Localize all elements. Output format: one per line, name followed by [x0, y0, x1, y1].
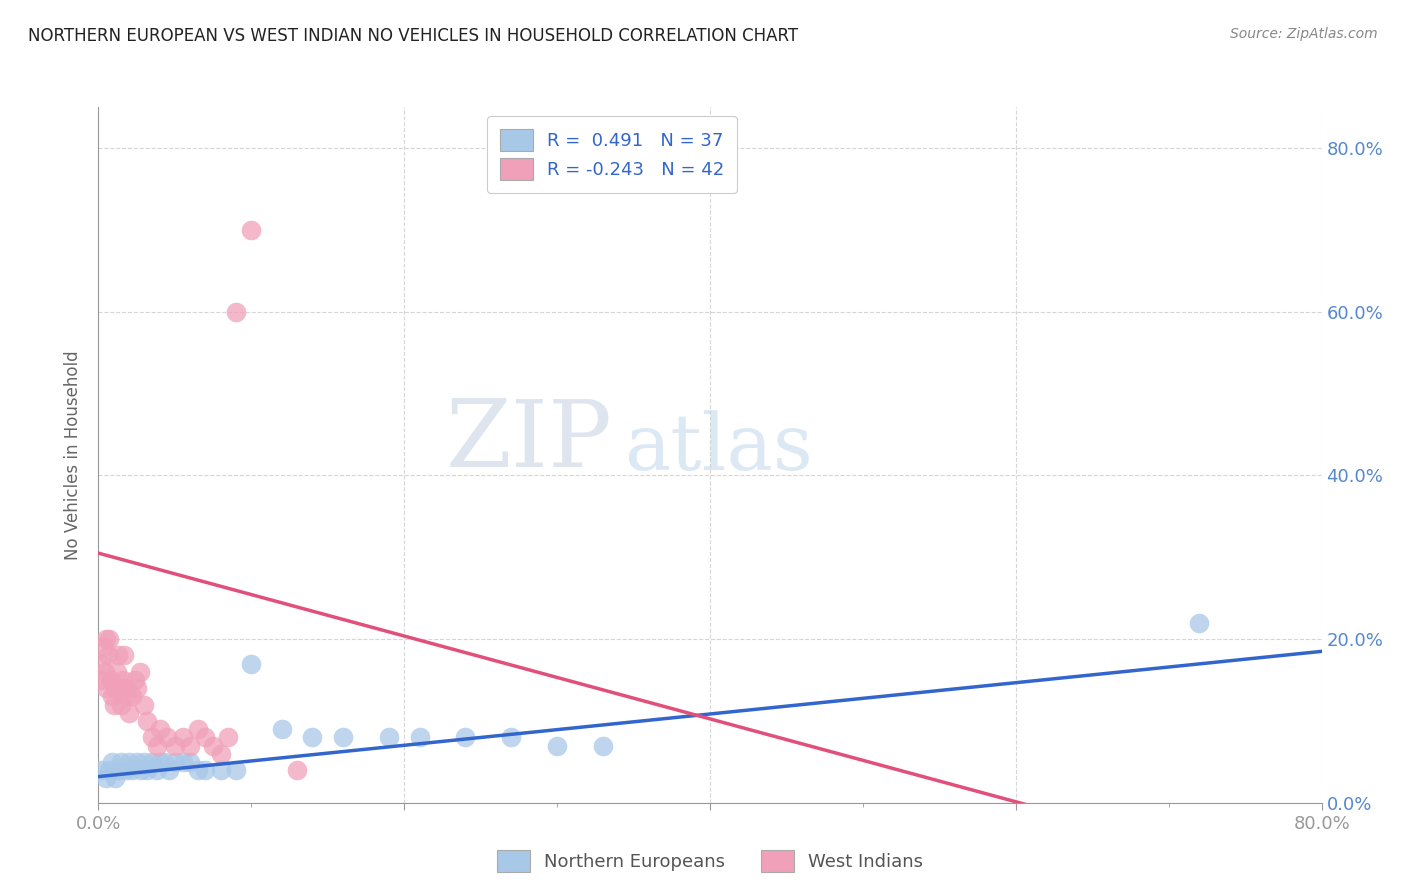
Point — [100, 673, 122, 687]
Point — [149, 722, 172, 736]
Point — [153, 755, 176, 769]
Point — [104, 681, 127, 696]
Point — [105, 665, 128, 679]
Point — [285, 763, 308, 777]
Point — [1188, 615, 1211, 630]
Point — [225, 304, 247, 318]
Point — [501, 731, 523, 745]
Point — [125, 755, 148, 769]
Point — [179, 755, 201, 769]
Point — [163, 739, 186, 753]
Point — [149, 755, 172, 769]
Point — [454, 731, 477, 745]
Point — [240, 223, 263, 237]
Point — [332, 731, 354, 745]
Point — [378, 731, 401, 745]
Point — [145, 739, 167, 753]
Point — [141, 755, 163, 769]
Point — [125, 681, 148, 696]
Text: Source: ZipAtlas.com: Source: ZipAtlas.com — [1230, 27, 1378, 41]
Point — [209, 763, 232, 777]
Point — [94, 632, 117, 646]
Point — [111, 673, 134, 687]
Point — [90, 763, 112, 777]
Point — [121, 763, 143, 777]
Point — [108, 681, 131, 696]
Point — [101, 755, 124, 769]
Point — [98, 763, 121, 777]
Point — [157, 763, 180, 777]
Point — [121, 690, 143, 704]
Point — [172, 755, 194, 769]
Point — [104, 771, 127, 785]
Point — [172, 731, 194, 745]
Point — [129, 763, 152, 777]
Point — [179, 739, 201, 753]
Point — [145, 763, 167, 777]
Point — [156, 731, 179, 745]
Point — [136, 714, 159, 728]
Point — [194, 731, 217, 745]
Point — [107, 763, 129, 777]
Point — [94, 771, 117, 785]
Point — [110, 698, 132, 712]
Point — [101, 690, 124, 704]
Point — [202, 739, 225, 753]
Point — [107, 648, 129, 663]
Point — [115, 681, 138, 696]
Point — [89, 673, 111, 687]
Point — [112, 648, 135, 663]
Point — [118, 706, 141, 720]
Point — [98, 632, 121, 646]
Point — [141, 731, 163, 745]
Point — [408, 731, 430, 745]
Text: NORTHERN EUROPEAN VS WEST INDIAN NO VEHICLES IN HOUSEHOLD CORRELATION CHART: NORTHERN EUROPEAN VS WEST INDIAN NO VEHI… — [28, 27, 799, 45]
Point — [240, 657, 263, 671]
Point — [134, 698, 156, 712]
Legend: Northern Europeans, West Indians: Northern Europeans, West Indians — [485, 837, 935, 884]
Point — [209, 747, 232, 761]
Text: atlas: atlas — [624, 410, 813, 486]
Point — [117, 690, 139, 704]
Point — [97, 648, 120, 663]
Point — [217, 731, 239, 745]
Point — [91, 640, 114, 655]
Point — [301, 731, 323, 745]
Point — [194, 763, 217, 777]
Point — [115, 763, 138, 777]
Point — [134, 755, 156, 769]
Y-axis label: No Vehicles in Household: No Vehicles in Household — [65, 350, 83, 560]
Point — [225, 763, 247, 777]
Point — [187, 722, 209, 736]
Point — [118, 755, 141, 769]
Point — [124, 673, 146, 687]
Text: ZIP: ZIP — [446, 396, 612, 486]
Point — [94, 681, 117, 696]
Point — [110, 755, 132, 769]
Point — [90, 657, 112, 671]
Point — [546, 739, 568, 753]
Point — [128, 665, 150, 679]
Point — [187, 763, 209, 777]
Point — [103, 698, 125, 712]
Point — [93, 665, 115, 679]
Point — [592, 739, 614, 753]
Point — [163, 755, 186, 769]
Point — [136, 763, 159, 777]
Point — [270, 722, 292, 736]
